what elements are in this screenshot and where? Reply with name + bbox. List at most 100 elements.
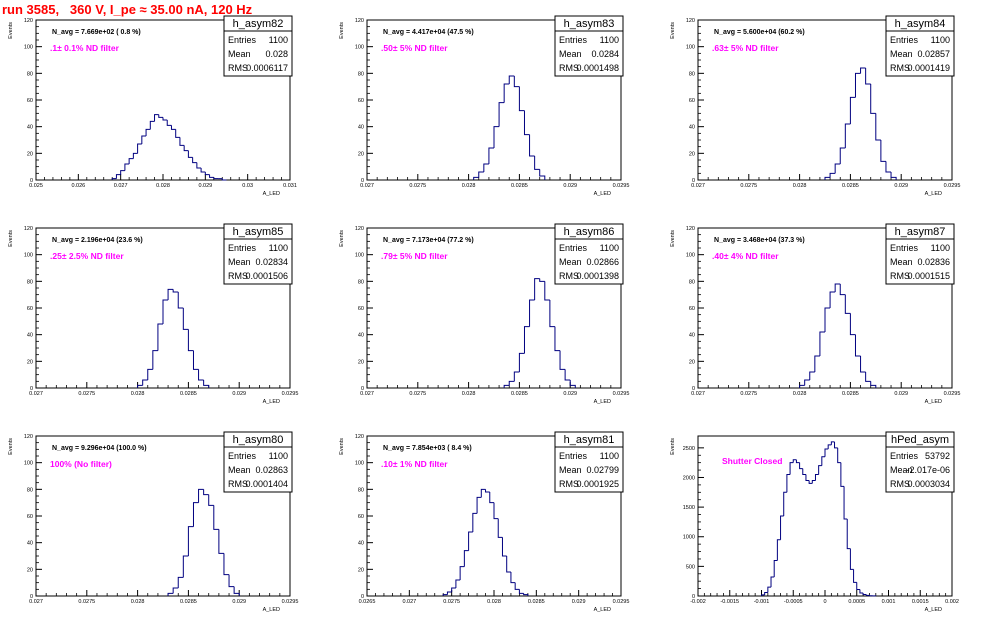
navg-label: N_avg = 5.600e+04 (60.2 %) [714, 29, 805, 36]
x-tick-label: 0.0295 [613, 599, 630, 605]
histogram-bin [770, 576, 775, 588]
histogram-bin [844, 123, 851, 148]
y-tick-label: 0 [30, 178, 33, 184]
filter-label: Shutter Closed [722, 456, 782, 466]
y-tick-label: 1500 [683, 505, 695, 511]
x-tick-label: 0.027 [360, 183, 374, 189]
histogram-bin [529, 134, 535, 157]
histogram-bin [814, 355, 820, 372]
histogram-bin [761, 594, 765, 596]
histogram-panel-h_asym85: 0 20 40 60 80 100 120 0.027 0.0275 0.028 0.0285 0.0… [8, 223, 298, 405]
stats-box [554, 223, 624, 285]
histogram-bin [776, 539, 781, 561]
x-tick-label: -0.002 [690, 599, 706, 605]
x-tick-label: 0.0285 [842, 183, 859, 189]
y-tick-label: 0 [30, 594, 33, 600]
x-tick-label: 0.0295 [944, 183, 961, 189]
y-tick-label: 0 [692, 386, 695, 392]
y-axis-label: Events [339, 230, 345, 247]
y-tick-label: 40 [27, 541, 33, 547]
histogram-bin [789, 462, 794, 475]
y-tick-label: 120 [686, 226, 695, 232]
histogram-bin [442, 594, 448, 596]
histogram-bin [539, 169, 546, 180]
x-axis-label: A_LED [925, 607, 942, 613]
stats-label: Entries [228, 243, 257, 253]
x-tick-label: 0.0275 [409, 391, 426, 397]
filter-label: .79± 5% ND filter [381, 251, 448, 261]
histogram-bin [824, 448, 829, 457]
histogram-bin [804, 379, 810, 386]
stats-label: RMS [559, 271, 579, 281]
x-tick-label: 0.0285 [511, 391, 528, 397]
y-tick-label: 100 [24, 461, 33, 467]
x-tick-label: 0.028 [156, 183, 170, 189]
y-tick-label: 1000 [683, 535, 695, 541]
x-axis-label: A_LED [263, 607, 280, 613]
stats-label: RMS [890, 271, 910, 281]
histogram-panel-hPed_asym: 0 500 1000 1500 2000 2500 -0.002 -0.0015 -0.001 -… [670, 431, 959, 613]
x-tick-label: 0.0295 [282, 599, 299, 605]
x-tick-label: 0.0285 [511, 183, 528, 189]
navg-label: N_avg = 7.173e+04 (77.2 %) [383, 237, 474, 244]
histogram-bin [853, 569, 857, 583]
stats-value: 0.0001398 [576, 271, 619, 281]
histogram-name: h_asym85 [233, 226, 284, 238]
y-tick-label: 80 [27, 279, 33, 285]
histogram-bin [802, 468, 806, 476]
histogram-bin [523, 110, 530, 136]
histogram-bin [501, 537, 507, 557]
histogram-bin [120, 170, 125, 175]
stats-label: Mean [559, 257, 582, 267]
stats-label: Entries [228, 35, 257, 45]
histogram-bin [228, 574, 235, 588]
stats-label: RMS [890, 63, 910, 73]
y-tick-label: 20 [27, 359, 33, 365]
stats-value: 1100 [600, 243, 619, 253]
x-axis-label: A_LED [263, 399, 280, 405]
histogram-bin [172, 289, 179, 293]
histogram-panel-h_asym84: 0 20 40 60 80 100 120 0.027 0.0275 0.028 0.0285 0.0… [670, 15, 961, 197]
x-tick-label: 0.0275 [409, 183, 426, 189]
x-tick-label: 0.0275 [78, 599, 95, 605]
x-tick-label: 0.027 [29, 391, 43, 397]
histogram-bin [187, 329, 194, 352]
histogram-bin [780, 515, 784, 540]
y-tick-label: 120 [355, 226, 364, 232]
x-tick-label: 0.029 [572, 599, 586, 605]
histogram-bin [792, 459, 797, 463]
y-tick-label: 500 [686, 564, 695, 570]
histogram-bin [513, 76, 520, 88]
histogram-bin [497, 518, 503, 538]
histogram-bin [518, 589, 524, 594]
histogram-bin [167, 592, 174, 596]
histogram-bin [839, 284, 846, 296]
histogram-bin [175, 129, 180, 138]
x-tick-label: 0.027 [114, 183, 128, 189]
y-axis-label: Events [8, 230, 14, 247]
histogram-bin [128, 158, 134, 164]
histogram-bin [860, 67, 866, 74]
histogram-bin [870, 84, 876, 114]
histogram-bin [846, 518, 851, 550]
navg-label: N_avg = 9.296e+04 (100.0 %) [52, 445, 147, 452]
stats-value: 0.0003034 [907, 479, 950, 489]
histogram-name: h_asym81 [564, 434, 615, 446]
histogram-bin [534, 278, 540, 300]
histogram-bin [564, 369, 571, 381]
histogram-bin [187, 526, 194, 556]
stats-box [885, 223, 955, 285]
histogram-bin [157, 323, 163, 351]
stats-box [885, 431, 955, 493]
y-tick-label: 40 [27, 125, 33, 131]
histogram-bin [865, 372, 871, 382]
stats-label: RMS [559, 479, 579, 489]
filter-label: .50± 5% ND filter [381, 43, 448, 53]
histogram-bin [840, 462, 845, 487]
histogram-bin [137, 143, 142, 154]
stats-label: Entries [890, 451, 919, 461]
y-tick-label: 80 [358, 71, 364, 77]
stats-value: 0.02857 [917, 49, 950, 59]
histogram-bin [529, 299, 535, 327]
y-tick-label: 2500 [683, 446, 695, 452]
